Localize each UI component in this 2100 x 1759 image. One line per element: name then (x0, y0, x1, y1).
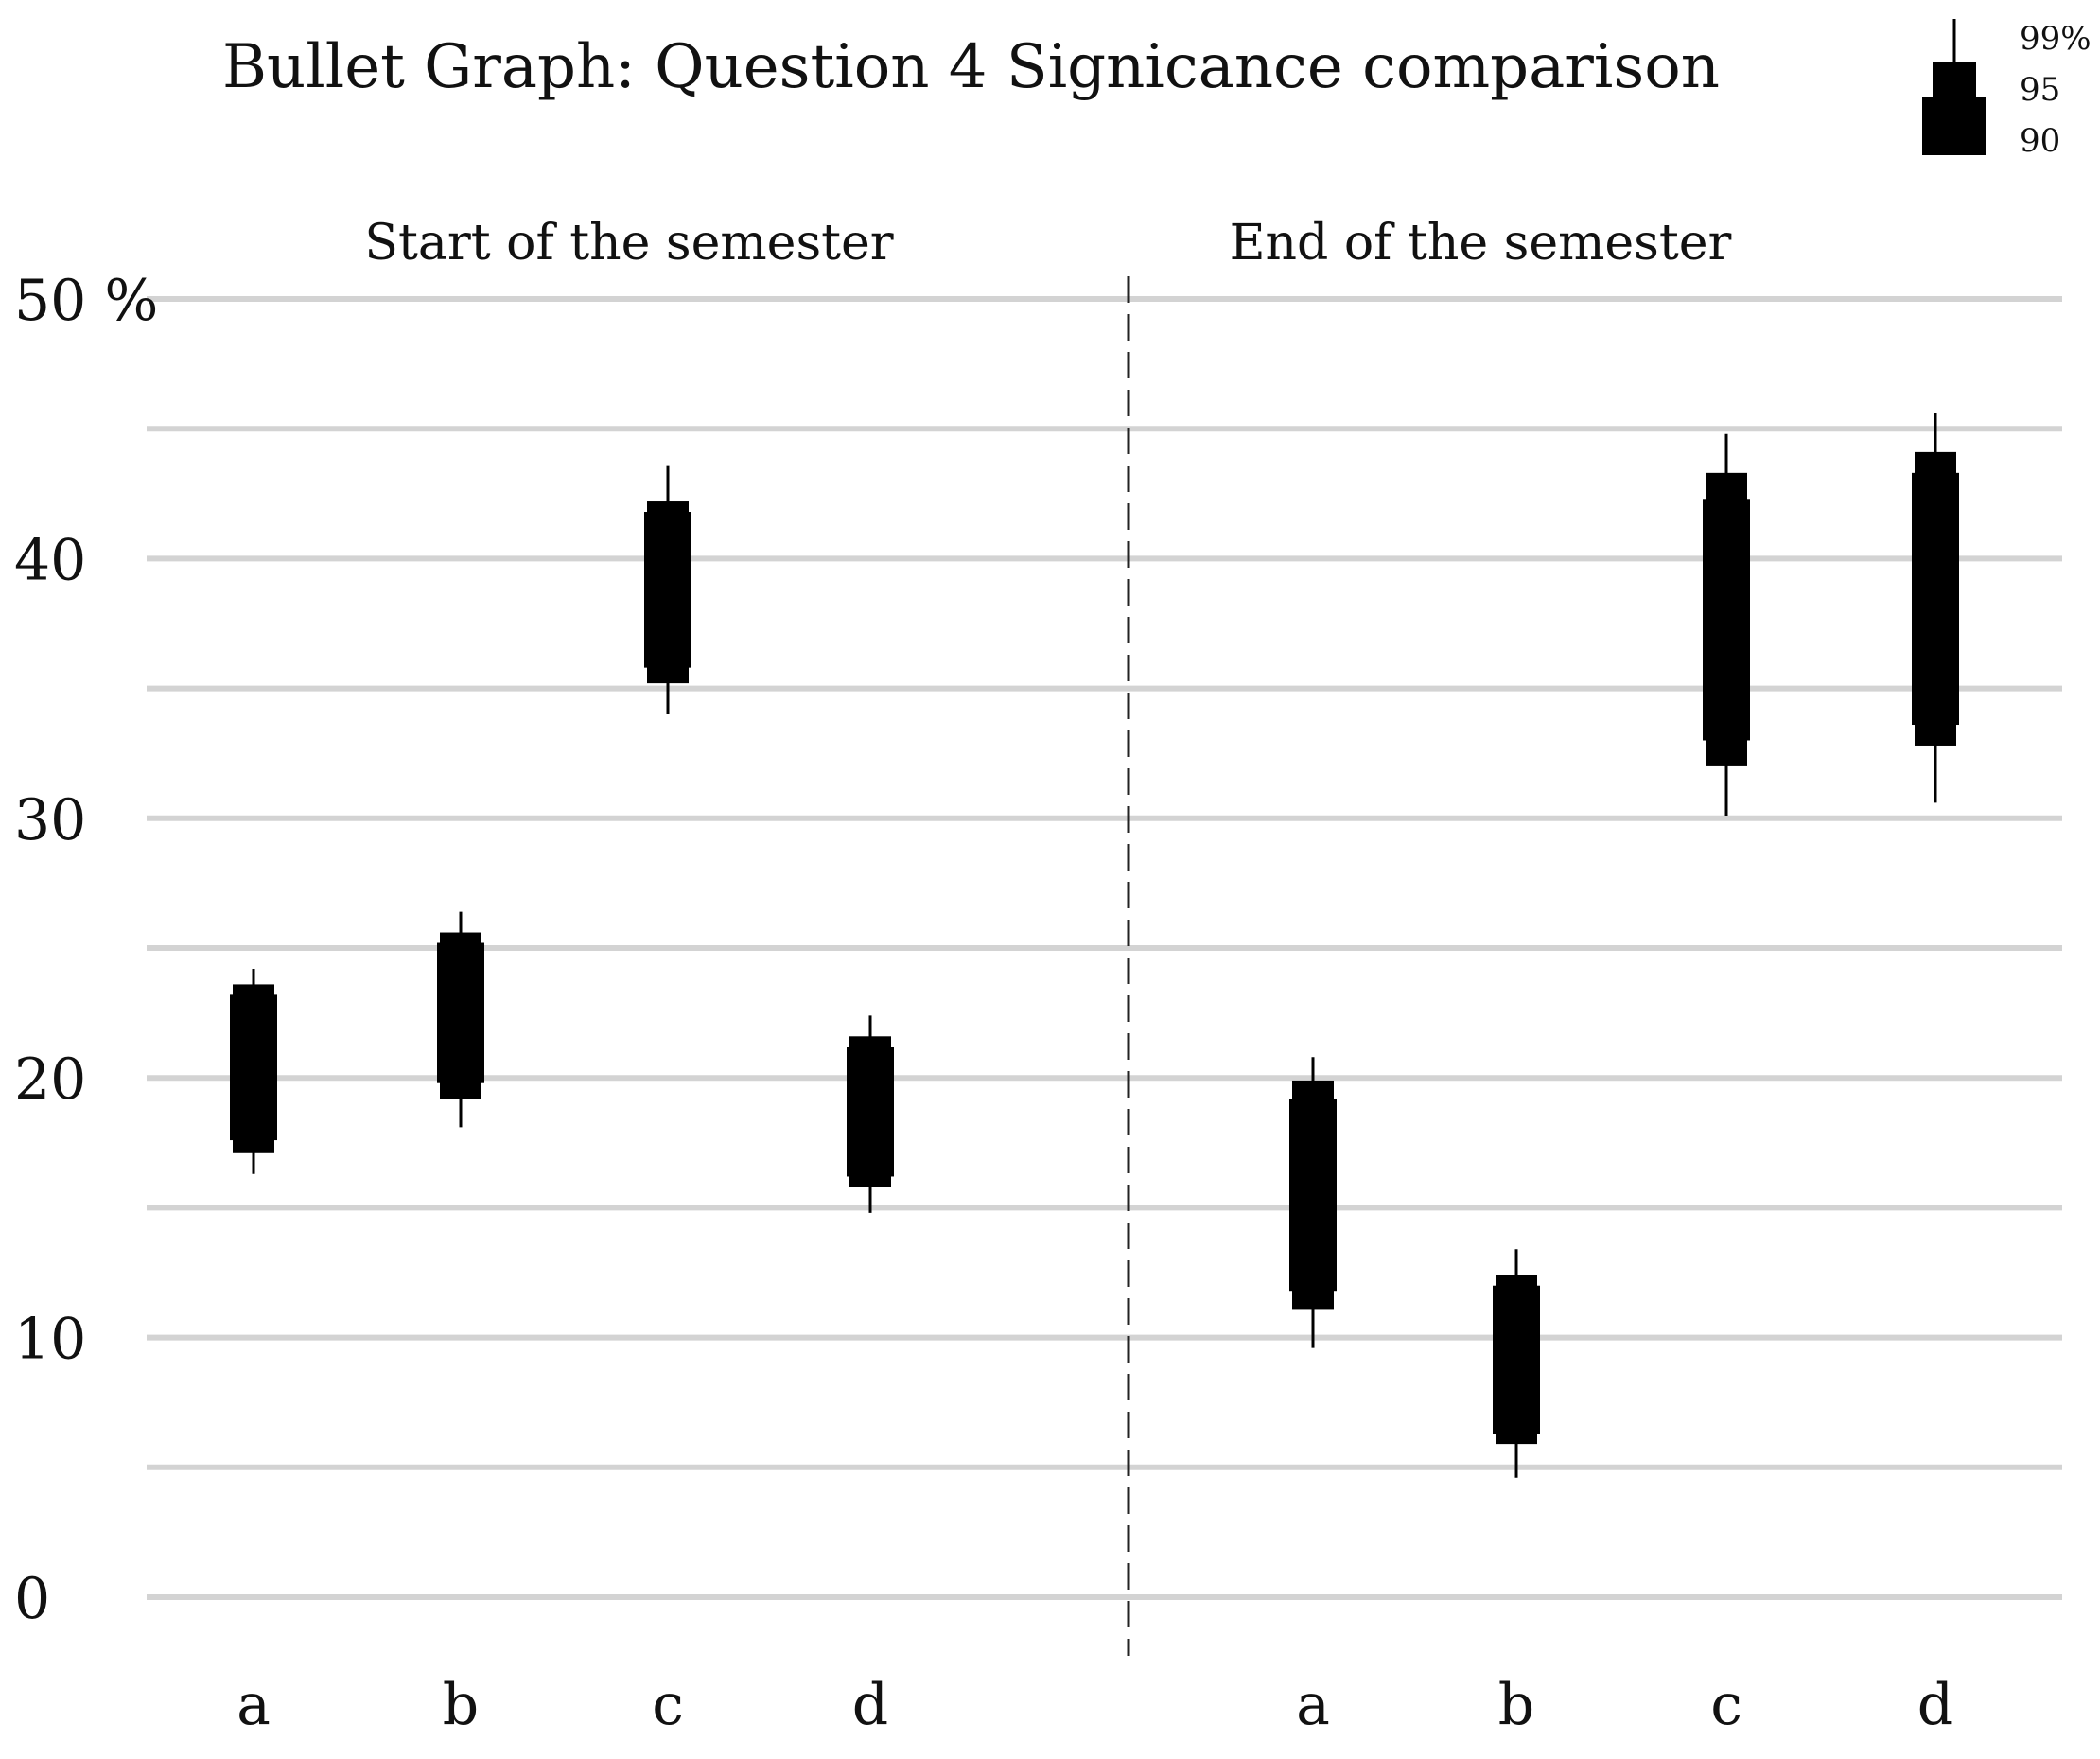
bullet-start-c (644, 465, 691, 715)
ci90-box (1703, 499, 1750, 741)
category-label: d (1917, 1672, 1953, 1738)
bullet-marks (230, 413, 1959, 1478)
bullet-end-c (1703, 433, 1750, 817)
bullet-end-a (1289, 1057, 1337, 1348)
legend-label-99: 99% (2020, 20, 2091, 58)
ci90-box (1912, 472, 1959, 726)
ci90-box (847, 1047, 894, 1177)
category-label: b (443, 1672, 479, 1738)
category-label: d (852, 1672, 888, 1738)
bullet-end-b (1493, 1249, 1540, 1478)
category-label: c (1710, 1672, 1742, 1738)
panel-title-start: Start of the semester (364, 215, 893, 272)
y-tick-label: 20 (14, 1047, 86, 1113)
bullet-start-d (847, 1015, 894, 1213)
y-tick-label: 10 (14, 1307, 86, 1373)
y-axis-ticks: 0 10 20 30 40 50 % (14, 268, 158, 1632)
legend: 99% 95 90 (1922, 19, 2091, 160)
ci90-box (644, 512, 691, 668)
category-label: a (236, 1672, 271, 1738)
chart-title: Bullet Graph: Question 4 Signicance comp… (222, 32, 1720, 102)
bullet-end-d (1912, 413, 1959, 803)
y-tick-label: 40 (14, 527, 86, 593)
y-tick-label: 50 % (14, 268, 158, 334)
category-label: a (1296, 1672, 1330, 1738)
gridlines (147, 296, 2062, 1600)
y-tick-label: 0 (14, 1566, 50, 1632)
panel-title-end: End of the semester (1230, 215, 1732, 272)
legend-label-95: 95 (2020, 71, 2060, 109)
legend-label-90: 90 (2020, 122, 2060, 160)
category-label: c (652, 1672, 684, 1738)
legend-95-box (1933, 62, 1976, 98)
ci90-box (437, 942, 484, 1083)
category-label: b (1498, 1672, 1534, 1738)
ci90-box (1289, 1099, 1337, 1292)
legend-90-box (1922, 97, 1986, 155)
bullet-start-a (230, 968, 277, 1174)
ci90-box (230, 994, 277, 1141)
y-tick-label: 30 (14, 787, 86, 853)
bullet-start-b (437, 911, 484, 1128)
ci90-box (1493, 1285, 1540, 1434)
